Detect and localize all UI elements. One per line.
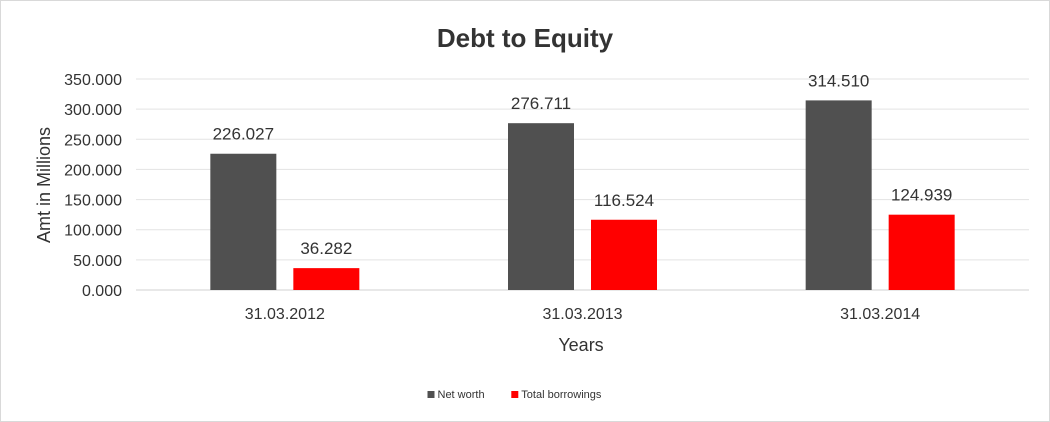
data-label: 124.939 [891,186,952,205]
bar [888,214,955,290]
legend-label: Net worth [438,389,485,401]
legend-swatch [427,391,435,398]
y-tick-label: 300.000 [64,102,122,119]
y-tick-label: 0.000 [82,283,122,300]
legend-label: Total borrowings [521,389,602,401]
bar [210,153,277,290]
y-tick-label: 250.000 [64,132,122,149]
chart-title: Debt to Equity [437,23,614,53]
data-label: 226.027 [213,125,274,144]
data-label: 36.282 [300,239,352,258]
y-tick-label: 200.000 [64,162,122,179]
data-labels: 226.027 36.282 276.711 116.524 314.510 124.93… [213,71,953,258]
data-label: 116.524 [594,191,654,210]
y-tick-label: 100.000 [64,223,122,240]
bar [805,100,872,290]
bars [210,100,955,290]
y-tick-label: 50.000 [73,253,122,270]
x-axis-title: Years [558,335,603,355]
x-tick-labels: 31.03.2012 31.03.2013 31.03.2014 [245,306,921,323]
data-label: 276.711 [511,94,571,113]
x-tick-label: 31.03.2014 [840,306,920,323]
legend: Net worth Total borrowings [427,389,602,401]
x-tick-label: 31.03.2013 [542,306,622,323]
gridlines [136,78,1029,291]
x-tick-label: 31.03.2012 [245,306,325,323]
legend-swatch [511,391,519,398]
y-tick-label: 350.000 [64,72,122,89]
y-tick-labels: 0.000 50.000 100.000 150.000 200.000 250.000 3… [64,72,122,300]
data-label: 314.510 [808,71,869,90]
bar [508,123,574,290]
y-axis-title: Amt in Millions [34,127,54,243]
bar [591,219,657,290]
bar [293,268,360,290]
y-tick-label: 150.000 [64,193,122,210]
